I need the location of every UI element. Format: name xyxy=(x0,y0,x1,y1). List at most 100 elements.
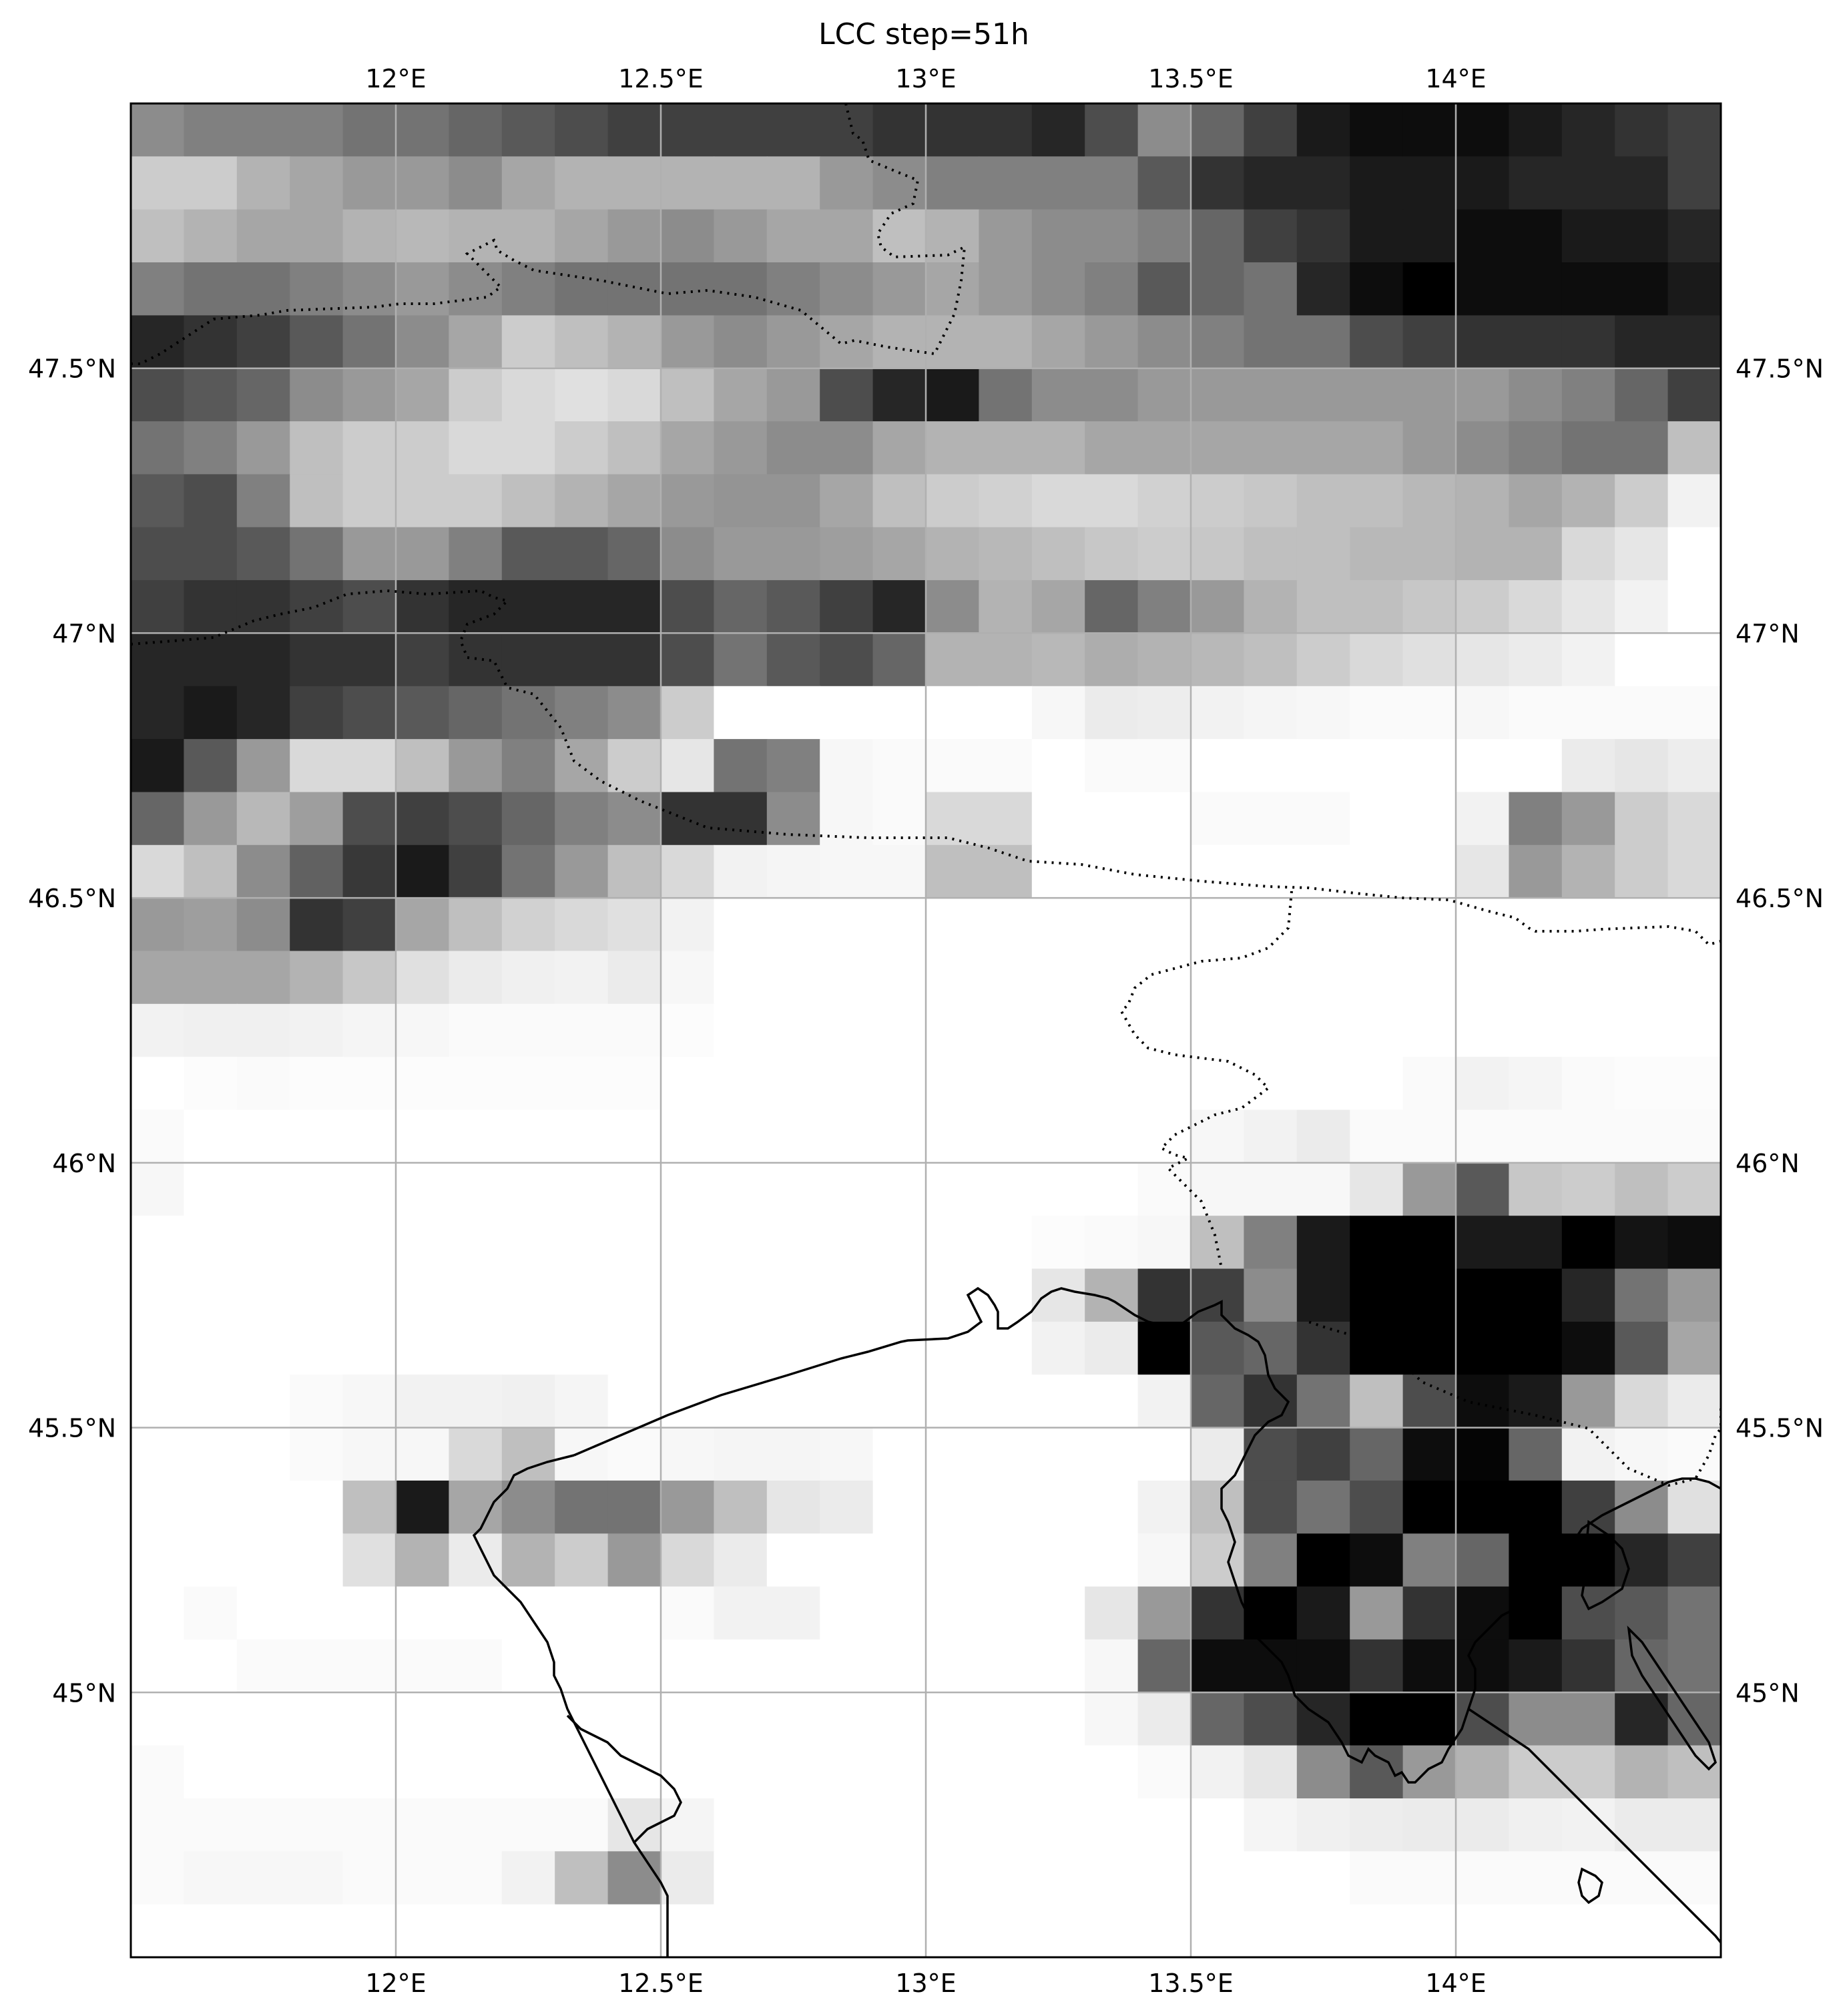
field-cell xyxy=(766,1427,820,1481)
field-cell xyxy=(342,1586,397,1640)
field-cell xyxy=(1296,209,1350,263)
field-cell xyxy=(661,739,715,793)
field-cell xyxy=(1296,898,1350,952)
field-cell xyxy=(979,739,1033,793)
field-cell xyxy=(1721,421,1774,475)
field-cell xyxy=(607,739,662,793)
field-cell xyxy=(1615,156,1669,210)
field-cell xyxy=(607,1639,662,1693)
field-cell xyxy=(820,1109,874,1164)
field-cell xyxy=(1137,209,1192,263)
field-cell xyxy=(501,898,555,952)
field-cell xyxy=(1137,1374,1192,1429)
field-cell xyxy=(661,1057,715,1111)
field-cell xyxy=(290,633,344,687)
field-cell xyxy=(396,209,450,263)
field-cell xyxy=(926,527,980,581)
country-borders xyxy=(131,103,1721,1487)
field-cell xyxy=(1721,103,1774,157)
field-cell xyxy=(714,1639,768,1693)
field-cell xyxy=(1137,156,1192,210)
field-cell xyxy=(1615,1851,1669,1905)
field-cell xyxy=(1561,686,1615,740)
field-cell xyxy=(1456,792,1510,846)
field-cell xyxy=(184,1374,238,1429)
field-cell xyxy=(1296,1798,1350,1852)
field-cell xyxy=(1667,1904,1721,1957)
field-cell xyxy=(1244,1692,1298,1746)
field-cell xyxy=(1031,1268,1085,1322)
field-cell xyxy=(607,844,662,899)
field-cell xyxy=(342,1057,397,1111)
field-cell xyxy=(926,1109,980,1164)
field-cell xyxy=(1721,474,1774,527)
field-cell xyxy=(1085,1216,1139,1270)
field-cell xyxy=(236,1692,290,1746)
field-cell xyxy=(1137,686,1192,740)
field-cell xyxy=(979,633,1033,687)
field-cell xyxy=(1615,898,1669,952)
field-cell xyxy=(1402,315,1457,369)
field-cell xyxy=(1402,1533,1457,1587)
field-cell xyxy=(872,580,927,634)
field-cell xyxy=(1350,686,1404,740)
field-cell xyxy=(820,1268,874,1322)
field-cell xyxy=(766,1798,820,1852)
field-cell xyxy=(1667,103,1721,158)
field-cell xyxy=(184,1639,238,1693)
field-cell xyxy=(820,1745,874,1799)
field-cell xyxy=(820,951,874,1005)
field-cell xyxy=(290,209,344,263)
field-cell xyxy=(607,1427,662,1481)
field-cell xyxy=(1191,421,1245,475)
field-cell xyxy=(820,1162,874,1216)
field-cell xyxy=(342,1639,397,1693)
field-cell xyxy=(1456,527,1510,581)
field-cell xyxy=(396,262,450,316)
field-cell xyxy=(1561,1109,1615,1164)
field-cell xyxy=(1350,1057,1404,1111)
field-cell xyxy=(1031,1586,1085,1640)
field-cell xyxy=(926,1057,980,1111)
y-tick-label-left: 47.5°N xyxy=(28,354,116,384)
field-cell xyxy=(290,898,344,952)
field-cell xyxy=(714,1427,768,1481)
field-cell xyxy=(290,1586,344,1640)
field-cell xyxy=(342,1533,397,1587)
field-cell xyxy=(1667,262,1721,316)
field-cell xyxy=(1509,1692,1563,1746)
field-cell xyxy=(714,368,768,422)
field-cell xyxy=(1350,580,1404,634)
field-cell xyxy=(1191,474,1245,528)
field-cell xyxy=(820,209,874,263)
field-cell xyxy=(1561,1057,1615,1111)
field-cell xyxy=(1667,844,1721,899)
field-cell xyxy=(1456,1374,1510,1429)
field-cell xyxy=(1615,315,1669,369)
field-cell xyxy=(872,1745,927,1799)
field-cell xyxy=(1244,1904,1298,1957)
field-cell xyxy=(342,1216,397,1270)
field-cell xyxy=(1456,580,1510,634)
field-cell xyxy=(1561,1374,1615,1429)
field-cell xyxy=(1509,1639,1563,1693)
field-cell xyxy=(607,315,662,369)
field-cell xyxy=(1667,527,1721,581)
field-cell xyxy=(555,1057,609,1111)
field-cell xyxy=(342,209,397,263)
field-cell xyxy=(184,1057,238,1111)
field-cell xyxy=(1296,1427,1350,1481)
field-cell xyxy=(1561,1692,1615,1746)
field-cell xyxy=(1137,1216,1192,1270)
field-cell xyxy=(661,1268,715,1322)
field-cell xyxy=(1509,103,1563,158)
field-cell xyxy=(926,1798,980,1852)
field-cell xyxy=(501,1268,555,1322)
field-cell xyxy=(555,1904,609,1957)
field-cell xyxy=(979,1745,1033,1799)
field-cell xyxy=(290,1374,344,1429)
field-cell xyxy=(820,1692,874,1746)
field-cell xyxy=(1244,1745,1298,1799)
field-cell xyxy=(1456,209,1510,263)
